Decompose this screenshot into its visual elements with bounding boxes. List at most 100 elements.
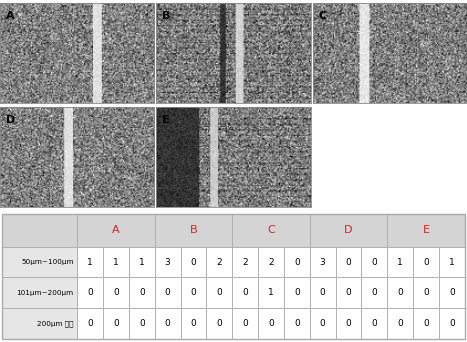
Text: D: D [6,115,15,125]
Bar [335,247,361,277]
Text: 0: 0 [294,319,300,328]
Bar [387,308,413,339]
Bar [439,277,465,308]
Text: 0: 0 [397,288,403,297]
Text: 1: 1 [113,258,119,267]
Text: B: B [163,11,171,22]
Bar [155,214,232,247]
Text: 0: 0 [449,319,455,328]
Text: 0: 0 [216,288,222,297]
Bar [206,247,232,277]
Bar [77,214,155,247]
Bar [232,277,258,308]
Text: 0: 0 [371,288,377,297]
Text: B: B [190,225,197,235]
Text: 2: 2 [268,258,274,267]
Text: 0: 0 [113,319,119,328]
Text: 200μm 이상: 200μm 이상 [37,320,73,327]
Bar [387,277,413,308]
Bar [439,247,465,277]
Bar [155,308,181,339]
Bar [181,308,206,339]
Bar [103,247,129,277]
Bar [206,277,232,308]
Text: 0: 0 [191,319,196,328]
Bar [129,277,155,308]
Text: 0: 0 [165,319,170,328]
Text: D: D [344,225,353,235]
Text: 0: 0 [87,288,93,297]
Bar [77,247,103,277]
Bar [77,277,103,308]
Bar [232,214,310,247]
Text: 0: 0 [139,288,145,297]
Text: 0: 0 [242,319,248,328]
Text: A: A [6,11,15,22]
Bar [258,247,284,277]
Bar [2,277,77,308]
Text: 0: 0 [397,319,403,328]
Text: 0: 0 [371,319,377,328]
Bar [2,308,77,339]
Text: 0: 0 [242,288,248,297]
Bar [2,214,77,247]
Text: 0: 0 [320,288,325,297]
Bar [361,308,387,339]
Bar [387,214,465,247]
Bar [335,308,361,339]
Bar [103,277,129,308]
Text: 0: 0 [268,319,274,328]
Bar [77,308,103,339]
Text: 0: 0 [423,319,429,328]
Bar [361,277,387,308]
Text: 0: 0 [346,258,351,267]
Text: 3: 3 [165,258,170,267]
Text: 0: 0 [423,258,429,267]
Text: 0: 0 [423,288,429,297]
Text: 0: 0 [320,319,325,328]
Bar [361,247,387,277]
Text: 101μm~200μm: 101μm~200μm [16,290,73,296]
Bar [387,247,413,277]
Text: C: C [319,11,327,22]
Text: 0: 0 [113,288,119,297]
Text: 0: 0 [165,288,170,297]
Bar [413,247,439,277]
Bar [335,277,361,308]
Bar [181,247,206,277]
Bar [258,308,284,339]
Text: 1: 1 [87,258,93,267]
Text: 3: 3 [320,258,325,267]
Bar [413,308,439,339]
Text: 0: 0 [191,288,196,297]
Text: 0: 0 [346,288,351,297]
Bar [310,247,335,277]
Bar [310,277,335,308]
Bar [2,247,77,277]
Text: E: E [423,225,430,235]
Bar [284,247,310,277]
Text: 0: 0 [294,288,300,297]
Text: A: A [112,225,120,235]
Bar [284,308,310,339]
Text: E: E [163,115,170,125]
Text: 50μm~100μm: 50μm~100μm [21,259,73,265]
Bar [181,277,206,308]
Text: 2: 2 [242,258,248,267]
Bar [206,308,232,339]
Bar [439,308,465,339]
Text: C: C [267,225,275,235]
Text: 0: 0 [294,258,300,267]
Text: 1: 1 [268,288,274,297]
Bar [129,247,155,277]
Text: 0: 0 [449,288,455,297]
Text: 0: 0 [87,319,93,328]
Text: 0: 0 [216,319,222,328]
Bar [103,308,129,339]
Text: 1: 1 [397,258,403,267]
Bar [258,277,284,308]
Bar [284,277,310,308]
Bar [232,308,258,339]
Bar [232,247,258,277]
Text: 0: 0 [346,319,351,328]
